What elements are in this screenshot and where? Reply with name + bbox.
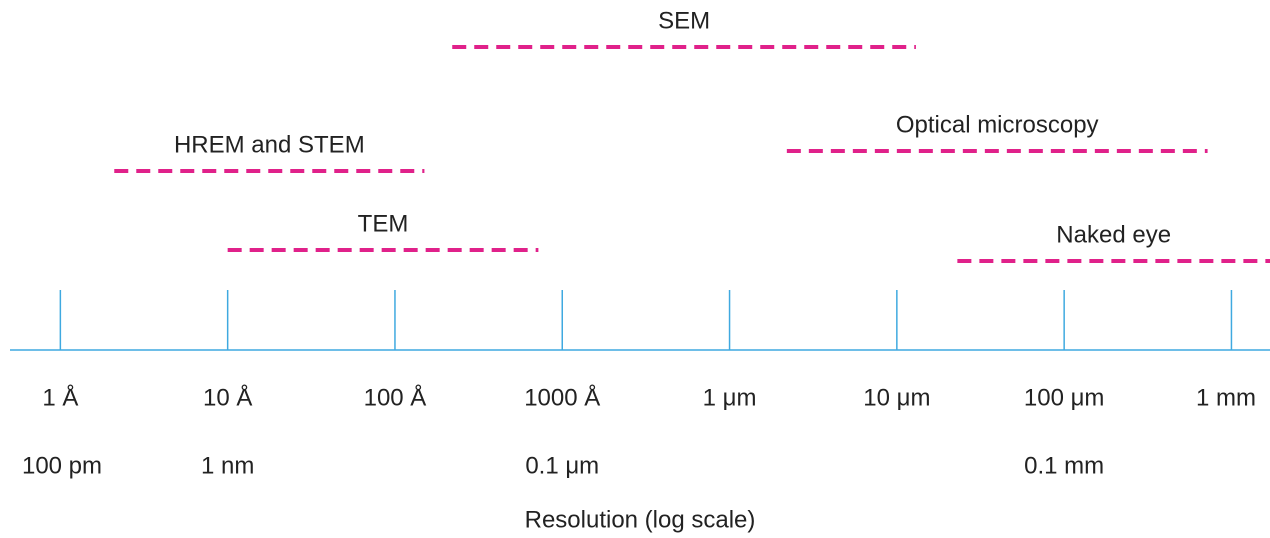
x-tick-label: 1000 Å: [524, 383, 600, 411]
x-secondary-tick-label: 1 nm: [201, 452, 254, 479]
x-secondary-tick-label: 0.1 mm: [1024, 452, 1104, 479]
range-label: Naked eye: [1056, 221, 1171, 248]
range-label: SEM: [658, 7, 710, 34]
range-label: Optical microscopy: [896, 111, 1099, 138]
x-tick-label: 1 mm: [1196, 384, 1256, 411]
range-label: HREM and STEM: [174, 131, 365, 158]
x-tick-label: 1 Å: [42, 383, 78, 411]
range-label: TEM: [358, 210, 409, 237]
x-tick-label: 1 μm: [703, 384, 757, 411]
x-axis-label: Resolution (log scale): [525, 506, 756, 533]
x-tick-label: 10 μm: [863, 384, 930, 411]
x-secondary-tick-label: 100 pm: [22, 452, 102, 479]
x-tick-label: 100 Å: [364, 383, 427, 411]
x-tick-label: 10 Å: [203, 383, 252, 411]
x-tick-label: 100 μm: [1024, 384, 1105, 411]
x-secondary-tick-label: 0.1 μm: [525, 452, 599, 479]
